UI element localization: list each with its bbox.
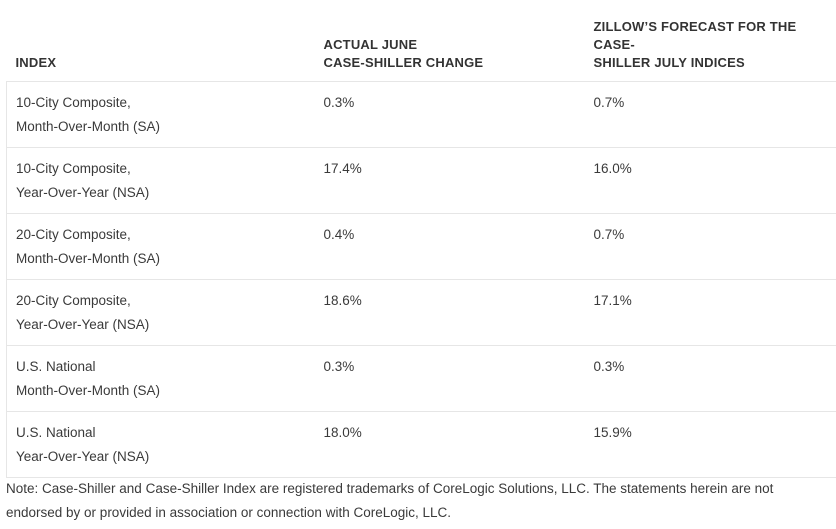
- actual-change-cell: 18.6%: [314, 279, 585, 346]
- index-name: 20-City Composite,: [16, 293, 131, 308]
- index-measure: Month-Over-Month (SA): [16, 251, 161, 266]
- index-cell: U.S. National Month-Over-Month (SA): [6, 345, 315, 412]
- header-actual-line-1: ACTUAL JUNE: [323, 37, 418, 52]
- header-forecast-line-1: ZILLOW’S FORECAST FOR THE CASE-: [593, 19, 797, 52]
- index-cell: 10-City Composite, Year-Over-Year (NSA): [6, 147, 315, 214]
- actual-change-cell: 17.4%: [314, 147, 585, 214]
- index-cell: 10-City Composite, Month-Over-Month (SA): [6, 81, 315, 148]
- index-name: 10-City Composite,: [16, 95, 131, 110]
- case-shiller-forecast-table: INDEX ACTUAL JUNE CASE-SHILLER CHANGE ZI…: [6, 0, 836, 478]
- forecast-cell: 17.1%: [584, 279, 836, 346]
- note-line-1: Note: Case-Shiller and Case-Shiller Inde…: [6, 481, 774, 496]
- table-row: 10-City Composite, Year-Over-Year (NSA) …: [6, 147, 836, 214]
- index-name: U.S. National: [16, 425, 96, 440]
- forecast-cell: 0.7%: [584, 213, 836, 280]
- table-row: 20-City Composite, Month-Over-Month (SA)…: [6, 213, 836, 280]
- table-row: 20-City Composite, Year-Over-Year (NSA) …: [6, 279, 836, 346]
- index-name: 10-City Composite,: [16, 161, 131, 176]
- table-body: 10-City Composite, Month-Over-Month (SA)…: [6, 81, 836, 478]
- header-actual-june: ACTUAL JUNE CASE-SHILLER CHANGE: [314, 0, 585, 82]
- index-cell: 20-City Composite, Year-Over-Year (NSA): [6, 279, 315, 346]
- forecast-table-container: INDEX ACTUAL JUNE CASE-SHILLER CHANGE ZI…: [6, 0, 836, 478]
- actual-change-cell: 0.3%: [314, 345, 585, 412]
- actual-change-cell: 18.0%: [314, 411, 585, 478]
- header-zillow-forecast: ZILLOW’S FORECAST FOR THE CASE- SHILLER …: [584, 0, 836, 82]
- note-line-2: endorsed by or provided in association o…: [6, 505, 452, 520]
- actual-change-cell: 0.3%: [314, 81, 585, 148]
- index-name: U.S. National: [16, 359, 96, 374]
- index-cell: U.S. National Year-Over-Year (NSA): [6, 411, 315, 478]
- table-row: 10-City Composite, Month-Over-Month (SA)…: [6, 81, 836, 148]
- table-header: INDEX ACTUAL JUNE CASE-SHILLER CHANGE ZI…: [6, 0, 836, 82]
- header-index-line-1: INDEX: [15, 55, 57, 70]
- table-row: U.S. National Year-Over-Year (NSA) 18.0%…: [6, 411, 836, 478]
- index-cell: 20-City Composite, Month-Over-Month (SA): [6, 213, 315, 280]
- index-measure: Month-Over-Month (SA): [16, 119, 161, 134]
- index-measure: Month-Over-Month (SA): [16, 383, 161, 398]
- table-row: U.S. National Month-Over-Month (SA) 0.3%…: [6, 345, 836, 412]
- index-measure: Year-Over-Year (NSA): [16, 185, 150, 200]
- actual-change-cell: 0.4%: [314, 213, 585, 280]
- header-forecast-line-2: SHILLER JULY INDICES: [593, 55, 745, 70]
- header-actual-line-2: CASE-SHILLER CHANGE: [323, 55, 484, 70]
- index-measure: Year-Over-Year (NSA): [16, 449, 150, 464]
- forecast-cell: 0.3%: [584, 345, 836, 412]
- index-name: 20-City Composite,: [16, 227, 131, 242]
- index-measure: Year-Over-Year (NSA): [16, 317, 150, 332]
- header-index: INDEX: [6, 0, 315, 82]
- trademark-note: Note: Case-Shiller and Case-Shiller Inde…: [6, 477, 834, 525]
- forecast-cell: 15.9%: [584, 411, 836, 478]
- forecast-cell: 0.7%: [584, 81, 836, 148]
- header-row: INDEX ACTUAL JUNE CASE-SHILLER CHANGE ZI…: [6, 0, 836, 82]
- forecast-cell: 16.0%: [584, 147, 836, 214]
